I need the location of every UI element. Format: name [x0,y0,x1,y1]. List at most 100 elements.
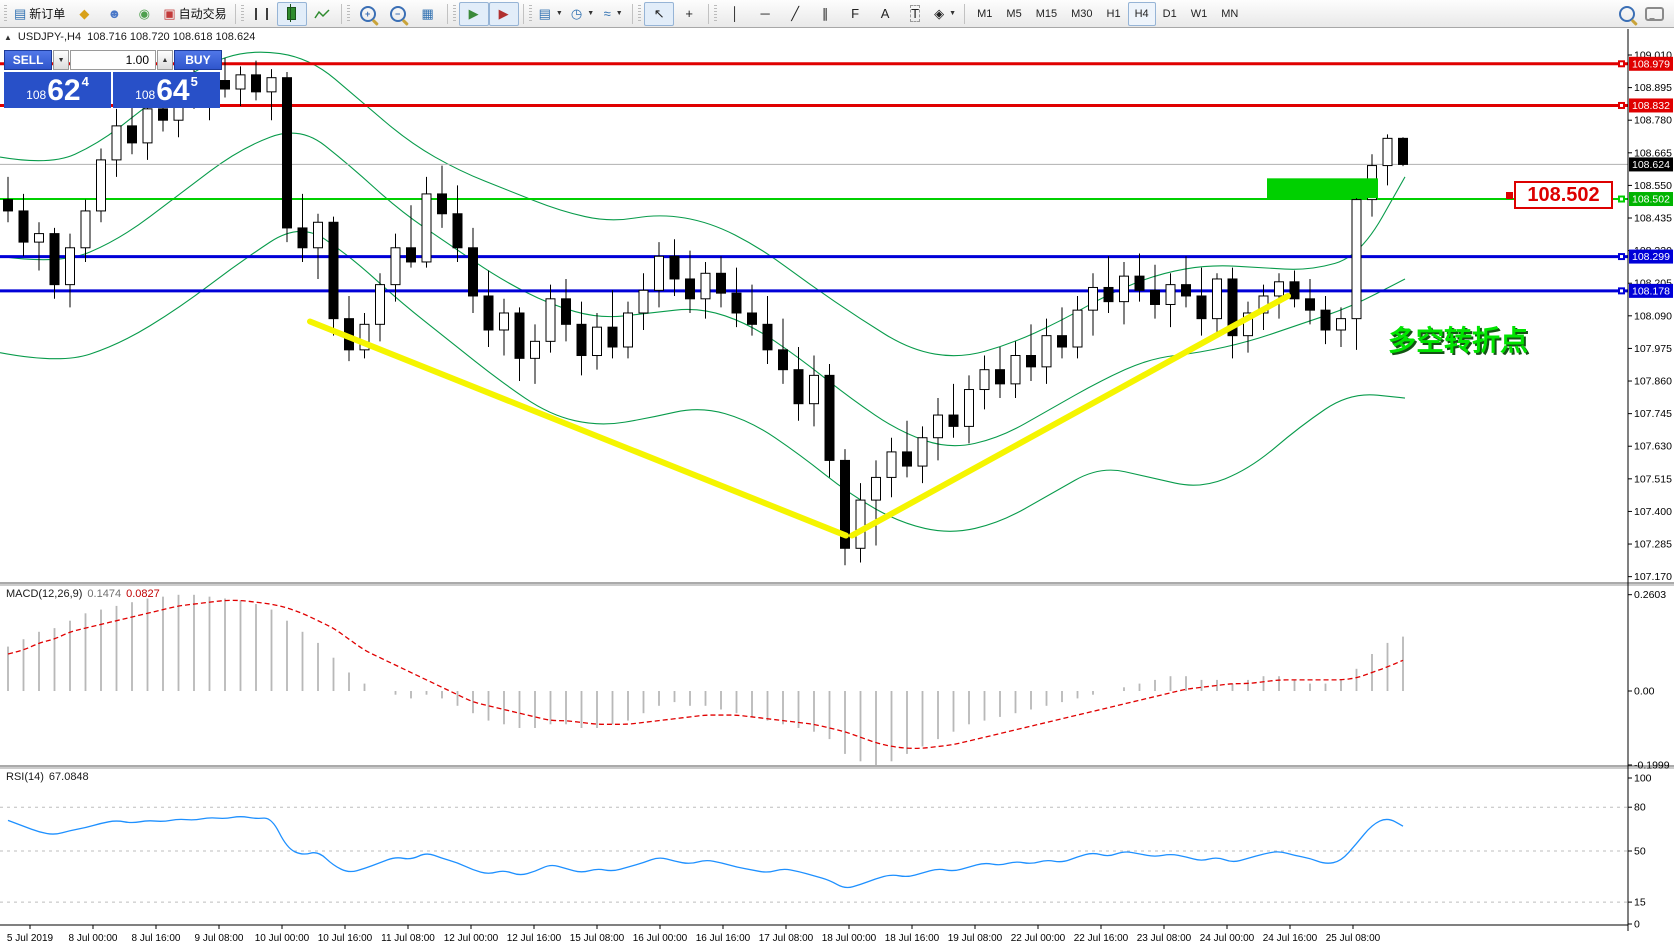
toolbar-group [240,1,337,27]
crosshair-button[interactable]: + [674,2,704,26]
toolbar-group: ▶ ▶ [452,1,519,27]
candle-bear [948,414,959,427]
timeframe-m15-button[interactable]: M15 [1035,7,1058,20]
auto-trading-button[interactable]: ▣ 自动交易 [159,2,230,26]
zoom-out-button[interactable]: − [383,2,413,26]
new-chart-button[interactable]: ▤ ▼ [535,2,567,26]
time-tick-label: 10 Jul 00:00 [255,933,310,944]
auto-scroll-button[interactable]: ▶ [458,1,489,26]
price-tick-label: 108.550 [1634,180,1672,192]
fibonacci-button[interactable]: F [840,2,870,26]
volume-input[interactable] [70,50,156,70]
signals-button[interactable]: ◉ [129,2,159,26]
search-icon[interactable] [1619,5,1635,22]
bar-chart-button[interactable] [247,2,277,26]
vertical-line-button[interactable]: │ [720,2,750,26]
time-tick-label: 22 Jul 16:00 [1074,933,1129,944]
time-tick-label: 8 Jul 16:00 [132,933,181,944]
time-tick-label: 22 Jul 00:00 [1011,933,1066,944]
price-callout-box: 108.502 [1514,181,1613,209]
time-tick-label: 5 Jul 2019 [7,933,54,944]
price-tag-108.832 [1629,98,1673,113]
candle-bull [700,272,711,300]
timeframe-m5-button[interactable]: M5 [1006,7,1022,20]
dropdown-arrow-icon: ▼ [587,10,595,17]
volume-up-button[interactable]: ▲ [157,50,173,70]
timeframe-mn-button[interactable]: MN [1221,7,1239,20]
symbols-button[interactable]: ◆ [69,2,99,26]
candle-bear [607,326,618,348]
cursor-button[interactable]: ↖ [644,1,675,26]
candle-bear [561,298,571,325]
price-tick-label: 108.895 [1634,82,1672,94]
timeframe-w1-button[interactable]: W1 [1190,7,1208,20]
indicators-button[interactable]: ≈ ▼ [598,2,628,26]
candle-bull [545,298,556,342]
macd-signal-value: 0.0827 [126,588,160,600]
zoom-in-button[interactable]: + [353,2,383,26]
sell-price-tile[interactable]: 108 62 4 [4,72,111,108]
candle-bear [1134,275,1145,291]
timeframe-h4-button[interactable]: H4 [1127,1,1156,26]
buy-price-tile[interactable]: 108 64 5 [113,72,220,108]
toolbar-right [1619,5,1670,22]
candle-bear [731,292,742,314]
candle-bull [1243,312,1253,337]
candle-bull [592,326,602,357]
shapes-button[interactable]: ◈ ▼ [930,2,960,26]
horizontal-line-button[interactable]: ─ [750,2,780,26]
macd-label: MACD(12,26,9) 0.1474 0.0827 [6,588,160,600]
candle-bull [80,210,91,249]
candle-bull [964,389,974,427]
collapse-panel-icon[interactable]: ▲ [4,32,12,42]
candle-chart-button[interactable] [276,1,307,26]
tile-windows-button[interactable]: ▦ [413,2,443,26]
toolbar-group: │ ─ ╱ ∥ F A T ◈ ▼ [714,1,960,27]
toolbar-group: + − ▦ [346,1,443,27]
timeframe-h1-button[interactable]: H1 [1106,7,1121,20]
toolbar-grip [346,4,350,23]
candle-bull [886,451,897,478]
rsi-tick-label: 15 [1634,897,1646,909]
price-tick-label: 107.515 [1634,473,1672,485]
candle-bull [933,414,943,439]
buy-button[interactable]: BUY [173,50,222,70]
candle-bear [127,125,137,144]
line-anchor-handle-center [1620,255,1623,259]
candle-bear [220,80,230,90]
time-tick-label: 11 Jul 08:00 [381,933,435,944]
candle-bull [1382,137,1393,167]
toolbar-grip [452,4,456,23]
profile-button[interactable]: ☻ [99,2,129,26]
price-tick-label: 107.745 [1634,408,1672,420]
price-tag-108.299 [1629,249,1673,264]
periods-button[interactable]: ◷ ▼ [567,2,598,26]
line-chart-button[interactable] [307,2,337,26]
rsi-name: RSI(14) [6,771,44,783]
price-tick-label: 107.285 [1634,539,1672,551]
candle-bear [824,374,835,461]
chart-shift-button[interactable]: ▶ [488,1,519,26]
volume-down-button[interactable]: ▼ [53,50,69,70]
profile-icon: ☻ [107,6,122,21]
candle-bear [902,451,912,467]
timeframe-m30-button[interactable]: M30 [1071,7,1093,20]
toolbar-separator [340,3,342,24]
timeframe-m1-button[interactable]: M1 [977,7,993,20]
rsi-tick-label: 80 [1634,802,1646,814]
toolbar-separator [632,3,634,24]
sell-button[interactable]: SELL [4,50,53,70]
chat-icon[interactable] [1645,6,1664,21]
label-button[interactable]: T [900,2,930,26]
time-tick-label: 24 Jul 16:00 [1263,933,1318,944]
timeframe-d1-button[interactable]: D1 [1162,7,1177,20]
new-order-button[interactable]: ▤ 新订单 [10,2,69,26]
chart-symbol-period: USDJPY-,H4 [17,31,82,43]
horizontal-line-icon: ─ [760,6,770,21]
toolbar-grip [638,4,642,23]
channel-button[interactable]: ∥ [810,2,840,26]
trendline-button[interactable]: ╱ [780,2,810,26]
candle-bear [995,369,1005,385]
text-button[interactable]: A [870,2,900,26]
